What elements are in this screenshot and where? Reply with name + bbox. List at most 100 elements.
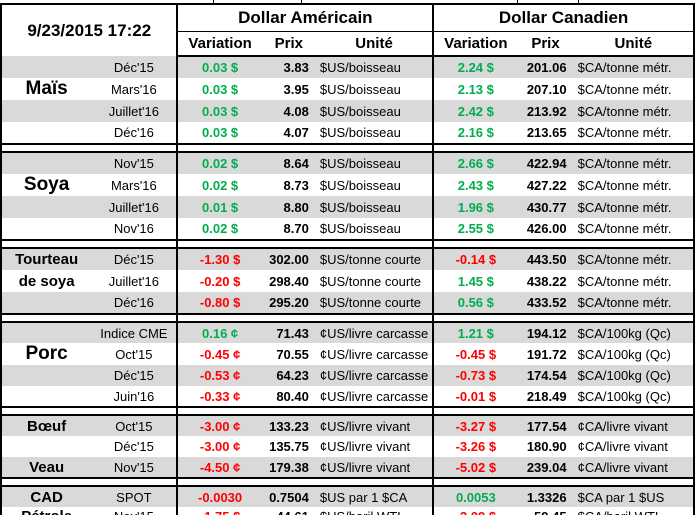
usd-variation-header: Variation xyxy=(177,31,262,57)
usd-unit-cell: $US/boisseau xyxy=(315,78,435,100)
contract-month-cell: Indice CME xyxy=(91,322,179,343)
usd-section-title: Dollar Américain xyxy=(177,4,435,32)
usd-price-cell: 298.40 xyxy=(269,273,309,289)
cad-price-cell: 427.22 xyxy=(526,177,567,193)
cad-unit-cell: ¢CA/livre vivant xyxy=(573,415,694,436)
usd-variation-cell: 0.02 $ xyxy=(202,221,239,236)
usd-variation-cell: -1.75 $ xyxy=(177,507,261,515)
commodity-label-cell: Soya xyxy=(23,174,70,195)
cad-variation-cell: -0.73 $ xyxy=(433,365,518,386)
cad-price-cell: 177.54 xyxy=(517,415,574,436)
block-separator-cell xyxy=(433,313,694,323)
block-separator xyxy=(1,239,694,249)
usd-price-cell: 3.83 xyxy=(261,56,316,78)
contract-month-cell: Mars'16 xyxy=(91,78,179,100)
commodity-label-cell xyxy=(1,322,92,343)
usd-price-cell: 71.43 xyxy=(261,322,316,343)
contract-month-cell: Juillet'16 xyxy=(91,196,179,218)
cad-price-cell: 239.04 xyxy=(517,457,574,478)
cad-unit-cell: $CA/tonne métr. xyxy=(577,273,672,289)
cad-price-cell: 207.10 xyxy=(526,81,567,97)
usd-unit-cell: $US/baril WTI xyxy=(315,507,435,515)
usd-unit-cell: $US/tonne courte xyxy=(315,248,435,270)
cad-price-cell: 201.06 xyxy=(517,56,574,78)
contract-month-cell: Nov'15 xyxy=(91,507,179,515)
usd-price-cell: 64.23 xyxy=(261,365,316,386)
cad-unit-cell: $CA/tonne métr. xyxy=(573,56,694,78)
cad-variation-cell: 2.24 $ xyxy=(433,56,518,78)
usd-variation-cell: -0.0030 xyxy=(177,486,262,507)
cad-variation-cell: -0.14 $ xyxy=(433,248,518,270)
contract-month-cell: Nov'15 xyxy=(91,457,179,478)
contract-month-cell: Juillet'16 xyxy=(91,270,179,292)
usd-unit-cell: $US/boisseau xyxy=(315,218,435,240)
usd-variation-cell: -0.45 ¢ xyxy=(199,346,241,362)
usd-variation-cell: -0.33 ¢ xyxy=(199,388,241,404)
block-separator-cell xyxy=(1,313,179,323)
cad-variation-cell: 2.43 $ xyxy=(457,177,494,193)
usd-variation-cell: -1.30 $ xyxy=(177,248,262,270)
usd-price-cell: 80.40 xyxy=(276,388,309,404)
usd-price-cell: 135.75 xyxy=(269,439,309,454)
contract-month-cell: Oct'15 xyxy=(91,343,179,365)
usd-unit-cell: ¢US/livre carcasse xyxy=(315,322,435,343)
commodity-label-cell xyxy=(1,436,91,457)
gridline-tick xyxy=(213,0,214,3)
cad-unit-cell: $CA/100kg (Qc) xyxy=(577,388,671,404)
cad-variation-cell: 2.16 $ xyxy=(457,125,494,140)
usd-variation-cell: 0.02 $ xyxy=(202,177,239,193)
usd-unit-cell: ¢US/livre carcasse xyxy=(315,365,435,386)
cad-variation-cell: 2.42 $ xyxy=(433,100,518,122)
usd-unit-cell: ¢US/livre vivant xyxy=(315,436,435,457)
table-row: Nov'16 0.02 $ 8.70 $US/boisseau 2.55 $ 426.00… xyxy=(1,218,694,240)
usd-variation-cell: -0.20 $ xyxy=(199,273,241,289)
usd-variation-cell: 0.03 $ xyxy=(177,100,262,122)
block-separator-cell xyxy=(177,477,435,487)
commodity-label-cell xyxy=(1,292,92,314)
cad-variation-cell: -5.02 $ xyxy=(433,457,518,478)
usd-unit-cell: $US/boisseau xyxy=(315,122,435,144)
cad-variation-cell: 2.13 $ xyxy=(457,81,494,97)
block-separator-cell xyxy=(433,406,694,416)
commodity-label-cell: Pétrole xyxy=(1,507,91,515)
cad-variation-cell: -3.26 $ xyxy=(455,439,497,454)
cad-unit-cell: $CA/100kg (Qc) xyxy=(577,346,671,362)
contract-month-cell: Oct'15 xyxy=(91,415,179,436)
table-row: Juillet'16 0.03 $4.08 $US/boisseau 2.42 $21… xyxy=(1,100,694,122)
cad-variation-cell: 1.96 $ xyxy=(433,196,518,218)
cad-price-cell: 422.94 xyxy=(517,152,574,174)
cad-price-cell: 174.54 xyxy=(517,365,574,386)
cad-variation-cell: 0.56 $ xyxy=(433,292,518,314)
block-separator-cell xyxy=(1,406,179,416)
cad-price-cell: 191.72 xyxy=(526,346,567,362)
table-row: Porc Oct'15 -0.45 ¢ 70.55 ¢US/livre carcasse… xyxy=(1,343,694,365)
block-separator xyxy=(1,406,694,416)
table-row: Maïs Mars'16 0.03 $ 3.95 $US/boisseau 2.13 $ 2… xyxy=(1,78,694,100)
contract-month-cell: SPOT xyxy=(91,486,179,507)
usd-price-cell: 8.73 xyxy=(283,177,309,193)
block-separator-cell xyxy=(1,143,179,153)
block-separator-cell xyxy=(433,477,694,487)
cad-unit-cell: $CA/100kg (Qc) xyxy=(573,365,694,386)
table-row: Déc'16 -0.80 $295.20 $US/tonne courte 0.56 … xyxy=(1,292,694,314)
usd-variation-cell: 0.03 $ xyxy=(202,81,239,97)
usd-variation-cell: 0.02 $ xyxy=(177,152,262,174)
cad-price-cell: 433.52 xyxy=(517,292,574,314)
contract-month-cell: Déc'15 xyxy=(91,248,179,270)
commodity-label-cell: CAD xyxy=(1,486,92,507)
block-separator-cell xyxy=(433,239,694,249)
block-separator xyxy=(1,313,694,323)
contract-month-cell: Déc'15 xyxy=(91,365,179,386)
timestamp: 9/23/2015 17:22 xyxy=(1,4,179,56)
cad-variation-cell: -0.01 $ xyxy=(455,388,497,404)
usd-variation-cell: 0.03 $ xyxy=(202,125,239,140)
cad-price-cell: 59.45 xyxy=(517,507,573,515)
table-body: Déc'15 0.03 $3.83 $US/boisseau 2.24 $201.06… xyxy=(1,56,694,515)
cad-unit-cell: $CA/tonne métr. xyxy=(577,221,672,236)
cad-price-cell: 426.00 xyxy=(526,221,567,236)
table-row: Indice CME 0.16 ¢ 71.43 ¢US/livre carcasse 1… xyxy=(1,322,694,343)
commodity-label-cell: Bœuf xyxy=(1,415,92,436)
cad-price-cell: 213.92 xyxy=(517,100,574,122)
cad-unit-cell: ¢CA/livre vivant xyxy=(573,457,694,478)
